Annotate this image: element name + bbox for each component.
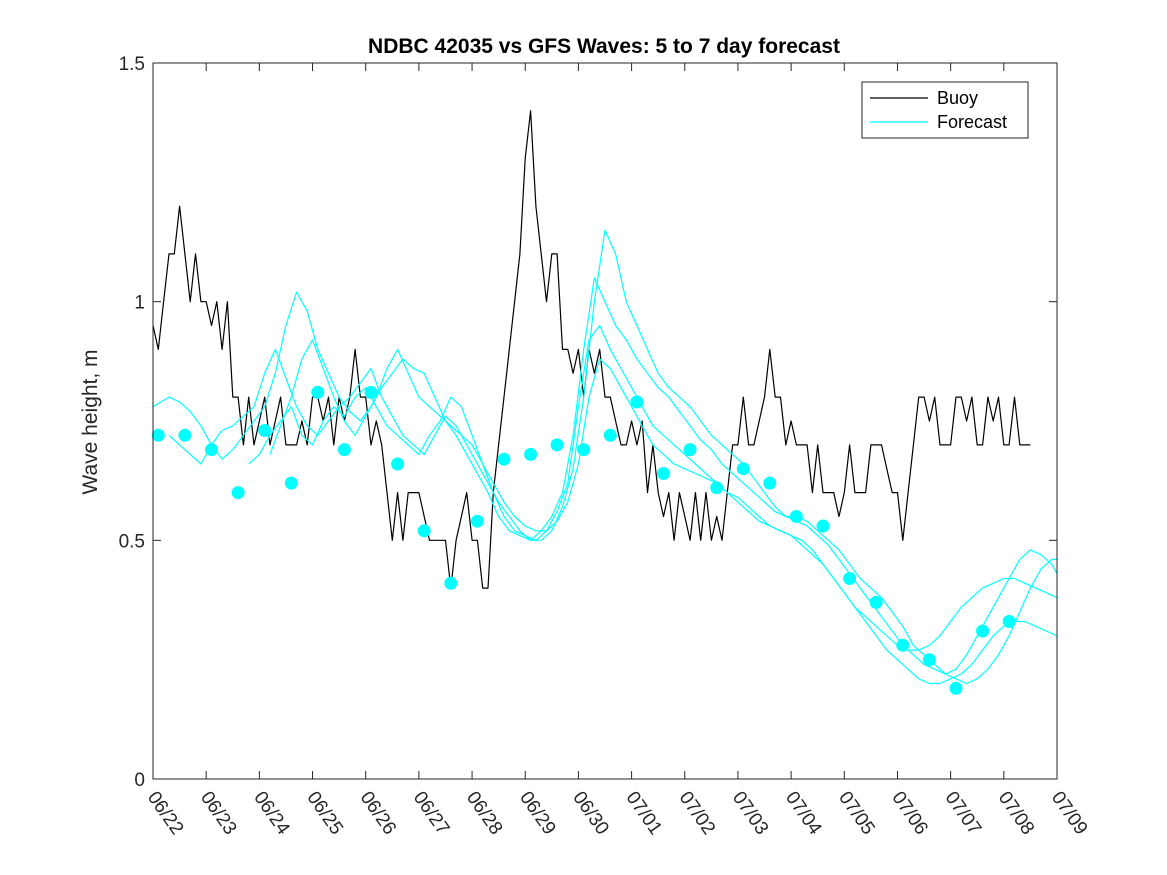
x-tick-label: 07/08 (994, 788, 1038, 839)
forecast-marker (337, 443, 351, 457)
forecast-marker (843, 572, 857, 585)
x-tick-label: 07/04 (781, 788, 826, 839)
legend-box (861, 81, 1029, 139)
x-tick-label: 06/24 (249, 788, 294, 839)
y-tick-label: 0.5 (119, 531, 145, 552)
forecast-marker (710, 481, 724, 495)
forecast-marker (1002, 615, 1016, 628)
y-tick-label: 0 (134, 770, 145, 791)
x-tick-label: 06/26 (356, 788, 400, 839)
x-tick-label: 07/06 (887, 788, 931, 839)
forecast-marker (311, 385, 325, 399)
series-line-forecast-3 (248, 324, 1058, 685)
forecast-marker (577, 443, 591, 457)
x-tick-label: 06/23 (196, 788, 240, 839)
x-tick-label: 06/28 (462, 788, 506, 839)
forecast-marker (949, 681, 963, 695)
forecast-marker (763, 476, 777, 490)
legend-label-buoy: Buoy (937, 88, 978, 108)
legend: Buoy Forecast (861, 81, 1029, 139)
forecast-marker (789, 510, 803, 523)
x-tick-label: 07/02 (675, 788, 719, 839)
x-tick-label: 07/09 (1047, 788, 1091, 839)
x-tick-label: 06/30 (568, 788, 612, 839)
series-line-forecast-2 (168, 277, 1058, 675)
forecast-marker (976, 624, 990, 638)
forecast-marker (417, 524, 431, 538)
forecast-marker (284, 476, 298, 490)
forecast-marker (896, 638, 910, 652)
x-tick-label: 06/27 (409, 788, 453, 839)
forecast-marker (364, 385, 378, 399)
forecast-marker (524, 447, 538, 461)
forecast-marker (444, 576, 458, 590)
forecast-marker (178, 428, 192, 442)
x-tick-label: 06/22 (143, 788, 187, 839)
y-tick-label: 1 (134, 293, 145, 314)
legend-label-forecast: Forecast (937, 112, 1007, 132)
y-tick-label: 1.5 (119, 54, 145, 75)
forecast-marker (657, 467, 670, 480)
forecast-marker (497, 452, 511, 466)
forecast-marker (550, 438, 564, 452)
forecast-marker (151, 428, 165, 442)
forecast-marker (683, 443, 697, 457)
x-tick-label: 07/01 (621, 788, 665, 839)
plot-frame (152, 62, 1058, 780)
series-line-forecast-1 (152, 229, 1057, 685)
forecast-marker (869, 595, 883, 609)
x-tick-label: 06/25 (302, 788, 346, 839)
forecast-marker (231, 486, 245, 500)
forecast-marker (922, 653, 936, 667)
forecast-marker (630, 395, 644, 409)
x-tick-label: 07/07 (941, 788, 985, 839)
forecast-marker (816, 519, 830, 533)
chart-title: NDBC 42035 vs GFS Waves: 5 to 7 day fore… (368, 35, 840, 58)
x-tick-label: 06/29 (515, 788, 559, 839)
forecast-marker (258, 424, 272, 437)
x-tick-label: 07/03 (728, 788, 772, 839)
x-tick-label: 07/05 (834, 788, 878, 839)
forecast-marker (391, 457, 405, 471)
forecast-marker (470, 514, 484, 528)
forecast-marker (736, 462, 750, 476)
series-line-buoy (152, 110, 1031, 589)
forecast-marker (205, 443, 218, 457)
forecast-marker (603, 428, 617, 442)
series-line-forecast-4 (269, 339, 1058, 651)
y-axis-label: Wave height, m (79, 349, 102, 494)
